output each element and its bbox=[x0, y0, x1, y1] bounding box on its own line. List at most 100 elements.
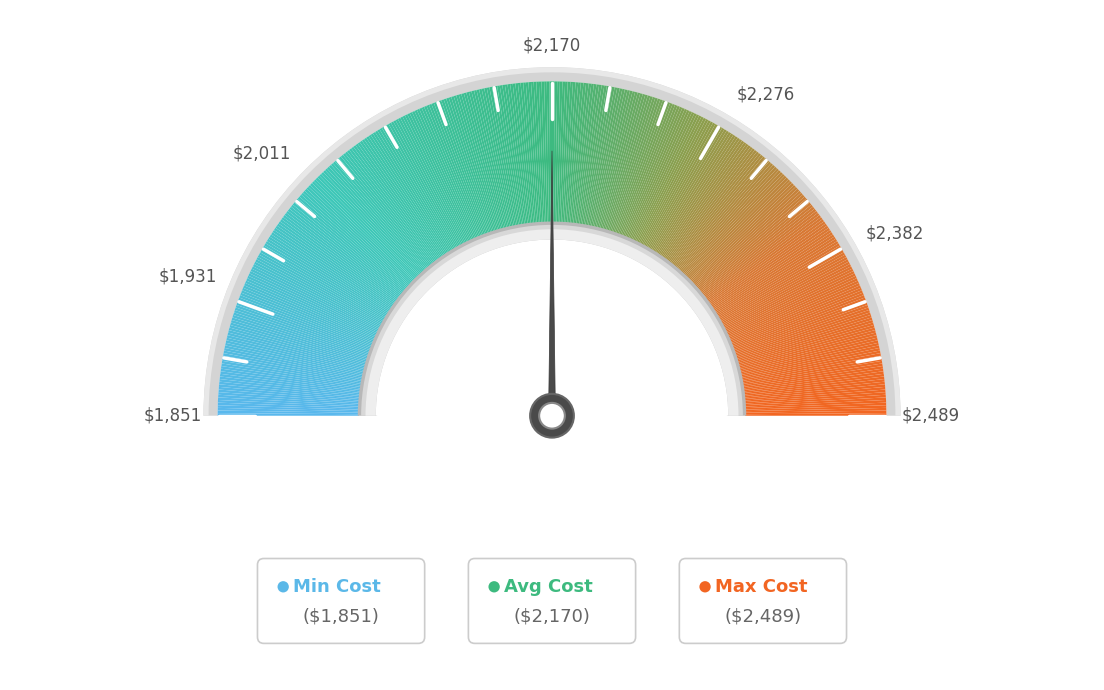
Wedge shape bbox=[477, 90, 510, 228]
Wedge shape bbox=[728, 276, 857, 336]
Wedge shape bbox=[740, 340, 879, 374]
Wedge shape bbox=[739, 333, 877, 369]
Wedge shape bbox=[512, 83, 531, 224]
Wedge shape bbox=[714, 235, 835, 313]
Wedge shape bbox=[355, 144, 439, 259]
Wedge shape bbox=[293, 203, 403, 294]
Wedge shape bbox=[227, 333, 365, 369]
Wedge shape bbox=[671, 153, 761, 265]
Wedge shape bbox=[611, 97, 656, 233]
Wedge shape bbox=[541, 81, 548, 223]
Wedge shape bbox=[264, 244, 386, 317]
Wedge shape bbox=[217, 400, 359, 408]
Wedge shape bbox=[641, 119, 709, 245]
Wedge shape bbox=[603, 93, 643, 230]
Wedge shape bbox=[745, 413, 887, 416]
Wedge shape bbox=[623, 105, 678, 237]
Wedge shape bbox=[235, 308, 370, 355]
Wedge shape bbox=[582, 86, 607, 226]
Wedge shape bbox=[302, 190, 410, 287]
Wedge shape bbox=[274, 228, 392, 308]
Wedge shape bbox=[231, 320, 368, 362]
Wedge shape bbox=[487, 87, 516, 226]
Wedge shape bbox=[743, 371, 884, 391]
Wedge shape bbox=[220, 379, 360, 396]
Wedge shape bbox=[570, 83, 586, 224]
Wedge shape bbox=[737, 325, 874, 365]
Text: $1,931: $1,931 bbox=[159, 268, 217, 286]
Wedge shape bbox=[743, 366, 883, 388]
Wedge shape bbox=[301, 193, 408, 288]
Wedge shape bbox=[400, 117, 466, 244]
Wedge shape bbox=[339, 157, 431, 267]
Wedge shape bbox=[661, 141, 744, 258]
Wedge shape bbox=[466, 92, 505, 229]
Wedge shape bbox=[580, 85, 602, 225]
Polygon shape bbox=[179, 416, 925, 634]
Wedge shape bbox=[275, 226, 393, 307]
Wedge shape bbox=[719, 248, 842, 320]
Wedge shape bbox=[742, 355, 881, 382]
Wedge shape bbox=[745, 402, 887, 410]
Wedge shape bbox=[344, 152, 434, 264]
Wedge shape bbox=[721, 255, 847, 324]
Wedge shape bbox=[353, 145, 438, 261]
Wedge shape bbox=[657, 135, 735, 255]
Wedge shape bbox=[735, 310, 870, 356]
Wedge shape bbox=[739, 328, 875, 366]
Wedge shape bbox=[646, 124, 718, 248]
Wedge shape bbox=[726, 273, 856, 335]
Wedge shape bbox=[710, 224, 827, 306]
Wedge shape bbox=[729, 283, 860, 340]
Wedge shape bbox=[734, 305, 869, 353]
Wedge shape bbox=[618, 102, 670, 235]
Wedge shape bbox=[588, 87, 617, 226]
Wedge shape bbox=[745, 405, 887, 411]
Wedge shape bbox=[720, 253, 845, 323]
Wedge shape bbox=[602, 92, 640, 230]
Wedge shape bbox=[221, 364, 361, 387]
Wedge shape bbox=[690, 183, 794, 283]
Wedge shape bbox=[518, 83, 534, 224]
Wedge shape bbox=[724, 266, 852, 331]
Wedge shape bbox=[693, 189, 799, 286]
Wedge shape bbox=[676, 160, 769, 269]
Wedge shape bbox=[683, 170, 781, 275]
Wedge shape bbox=[446, 98, 492, 233]
Wedge shape bbox=[217, 411, 359, 414]
Wedge shape bbox=[648, 126, 720, 249]
Wedge shape bbox=[745, 408, 887, 413]
Wedge shape bbox=[448, 97, 493, 233]
Wedge shape bbox=[575, 83, 594, 224]
Wedge shape bbox=[327, 167, 423, 273]
FancyBboxPatch shape bbox=[468, 558, 636, 643]
Wedge shape bbox=[321, 172, 420, 276]
Text: $2,276: $2,276 bbox=[736, 86, 795, 104]
Wedge shape bbox=[426, 105, 481, 237]
Wedge shape bbox=[644, 121, 713, 247]
Wedge shape bbox=[263, 246, 386, 319]
Circle shape bbox=[539, 403, 565, 428]
Wedge shape bbox=[268, 237, 389, 314]
Wedge shape bbox=[666, 145, 751, 261]
Wedge shape bbox=[732, 295, 864, 348]
Wedge shape bbox=[744, 379, 884, 396]
Wedge shape bbox=[391, 121, 460, 247]
Wedge shape bbox=[612, 98, 658, 233]
Wedge shape bbox=[742, 353, 881, 381]
Wedge shape bbox=[259, 253, 384, 323]
Wedge shape bbox=[277, 224, 394, 306]
Wedge shape bbox=[615, 99, 662, 234]
Wedge shape bbox=[735, 313, 871, 357]
Wedge shape bbox=[319, 174, 418, 277]
Wedge shape bbox=[232, 317, 368, 360]
Wedge shape bbox=[505, 84, 527, 225]
Wedge shape bbox=[733, 300, 867, 351]
Wedge shape bbox=[295, 201, 404, 293]
Wedge shape bbox=[729, 281, 859, 339]
Wedge shape bbox=[686, 174, 785, 277]
Wedge shape bbox=[573, 83, 592, 224]
Wedge shape bbox=[464, 92, 502, 230]
Wedge shape bbox=[502, 85, 524, 225]
Wedge shape bbox=[386, 124, 458, 248]
